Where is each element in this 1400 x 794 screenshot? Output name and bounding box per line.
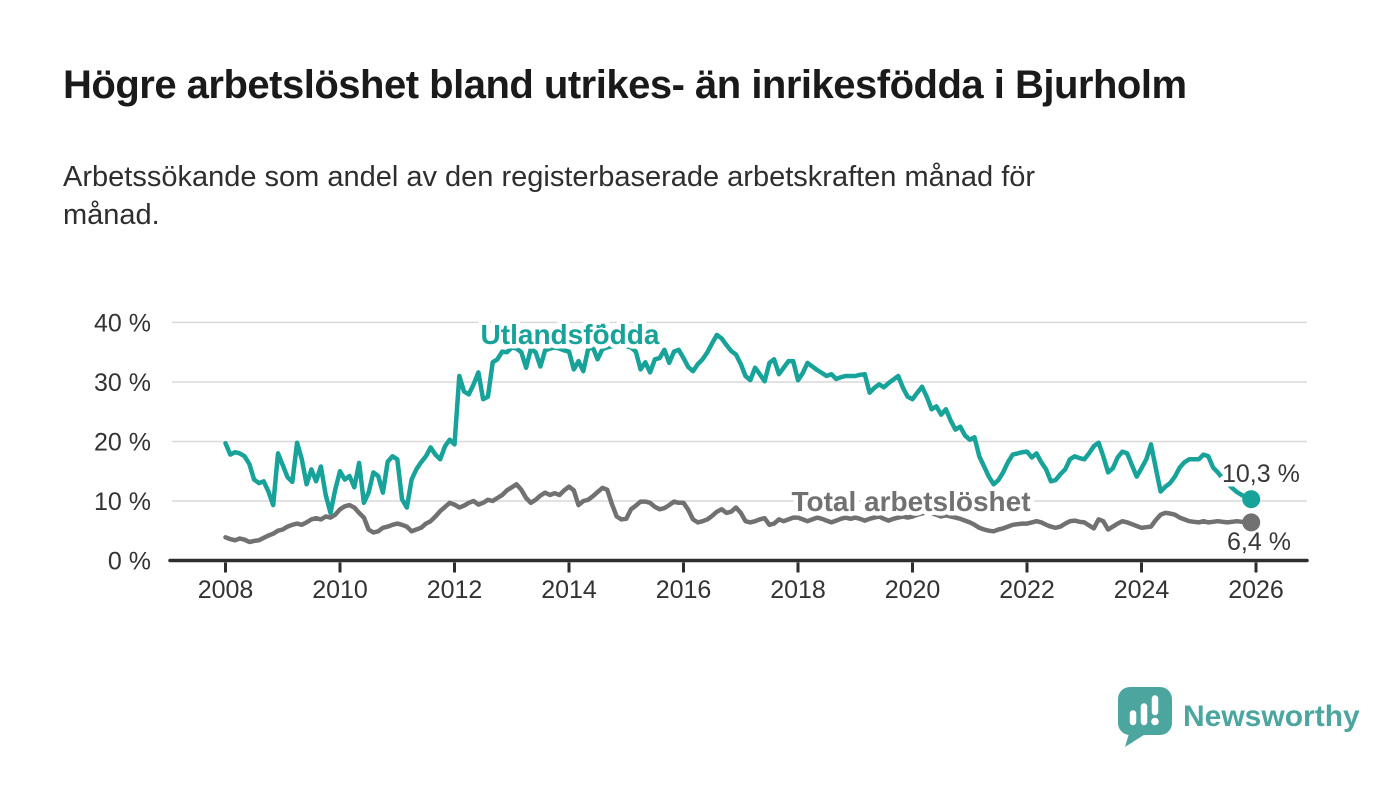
series-line-utlandsfodda	[223, 332, 1254, 516]
x-axis-label: 2014	[541, 576, 597, 604]
page-subtitle: Arbetssökande som andel av den registerb…	[63, 158, 1363, 234]
newsworthy-logo: Newsworthy	[1117, 686, 1360, 748]
x-axis-label: 2024	[1114, 576, 1170, 604]
newsworthy-logo-text: Newsworthy	[1183, 700, 1360, 733]
y-axis-label: 40 %	[94, 309, 151, 337]
subtitle-line-1: Arbetssökande som andel av den registerb…	[63, 161, 1036, 193]
end-value-label-total: 6,4 %	[1227, 528, 1291, 556]
x-axis-label: 2016	[656, 576, 712, 604]
x-axis-label: 2012	[427, 576, 483, 604]
page-title: Högre arbetslöshet bland utrikes- än inr…	[63, 63, 1187, 107]
x-axis-label: 2020	[885, 576, 941, 604]
series-label-total: Total arbetslöshet	[791, 486, 1030, 517]
end-dot-utlandsfodda	[1242, 490, 1261, 509]
y-axis-label: 10 %	[94, 488, 151, 516]
x-axis-label: 2018	[770, 576, 826, 604]
series-label-utlandsfodda: Utlandsfö́dda	[481, 319, 660, 350]
end-value-label-utlandsfodda: 10,3 %	[1222, 460, 1300, 488]
series-line-total	[223, 482, 1254, 545]
x-axis-label: 2010	[312, 576, 368, 604]
newsworthy-logo-icon	[1118, 687, 1172, 747]
y-axis-label: 0 %	[108, 548, 151, 576]
x-axis-label: 2026	[1228, 576, 1284, 604]
x-axis-label: 2008	[198, 576, 254, 604]
end-dot-total	[1242, 513, 1261, 532]
y-axis-label: 30 %	[94, 369, 151, 397]
y-axis-label: 20 %	[94, 428, 151, 456]
subtitle-line-2: månad.	[63, 199, 160, 231]
x-axis-label: 2022	[999, 576, 1055, 604]
